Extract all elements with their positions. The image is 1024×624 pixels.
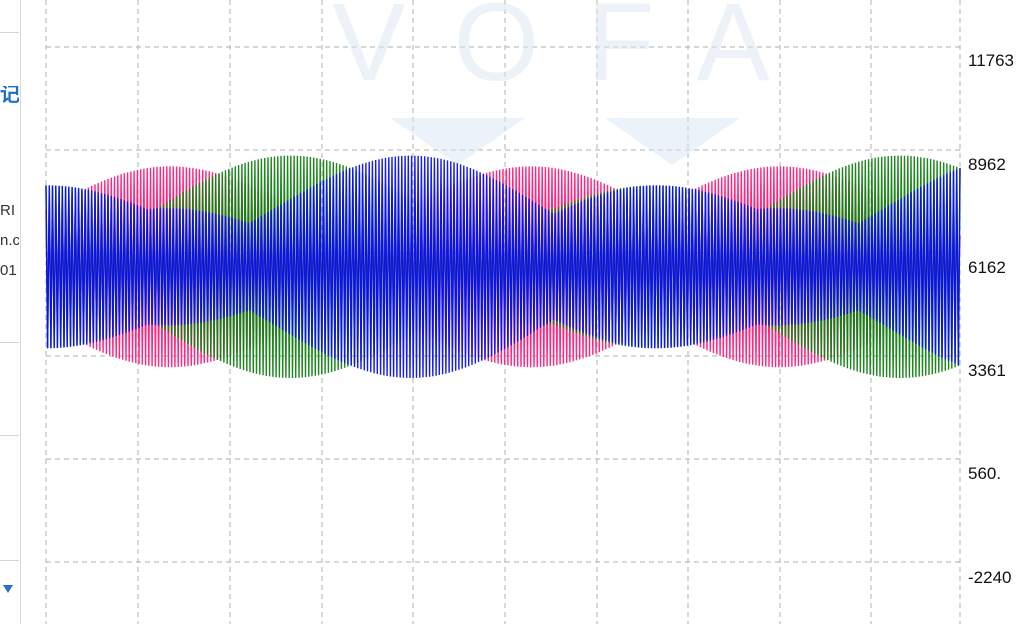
y-tick-label: 3361 xyxy=(968,361,1006,380)
panel-divider xyxy=(0,342,19,343)
left-side-panel: 记 RI n.c 01 xyxy=(0,0,21,624)
chart-grid xyxy=(45,0,961,624)
watermark-shape xyxy=(390,118,525,165)
y-tick-label: -2240 xyxy=(968,568,1011,587)
y-tick-label: 6162 xyxy=(968,258,1006,277)
watermark-shape xyxy=(605,118,740,165)
panel-divider xyxy=(0,435,19,436)
watermark-logo: VOFA xyxy=(332,0,817,104)
y-tick-label: 11763 xyxy=(968,51,1014,70)
series-layer xyxy=(45,155,961,379)
panel-title-fragment: 记 xyxy=(0,86,19,104)
y-tick-label: 8962 xyxy=(968,155,1006,174)
panel-divider xyxy=(0,32,19,33)
y-tick-label: 560. xyxy=(968,464,1001,483)
panel-text-line-2: n.c xyxy=(0,232,19,249)
panel-divider xyxy=(0,560,19,561)
series-line-3 xyxy=(45,155,961,379)
y-axis-ticks: 11763 8962 6162 3361 560. -2240 xyxy=(968,51,1014,587)
panel-text-line-1: RI xyxy=(0,202,15,219)
dropdown-arrow-icon[interactable] xyxy=(3,585,13,593)
panel-text-line-3: 01 xyxy=(0,262,17,279)
